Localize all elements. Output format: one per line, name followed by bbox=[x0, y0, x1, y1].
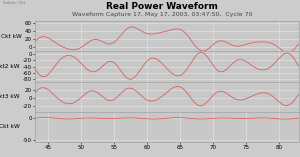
Text: Waveform Capture 17, May 17, 2003, 03:47:50,  Cycle 70: Waveform Capture 17, May 17, 2003, 03:47… bbox=[72, 12, 252, 17]
Text: Real Power Waveform: Real Power Waveform bbox=[106, 2, 218, 11]
Y-axis label: Ckt3 kW: Ckt3 kW bbox=[0, 94, 20, 99]
Text: Select: Ckt: Select: Ckt bbox=[3, 1, 25, 5]
Y-axis label: Ckt kW: Ckt kW bbox=[0, 125, 20, 130]
Y-axis label: Ckt kW: Ckt kW bbox=[1, 34, 22, 39]
Y-axis label: Ckt2 kW: Ckt2 kW bbox=[0, 64, 20, 69]
